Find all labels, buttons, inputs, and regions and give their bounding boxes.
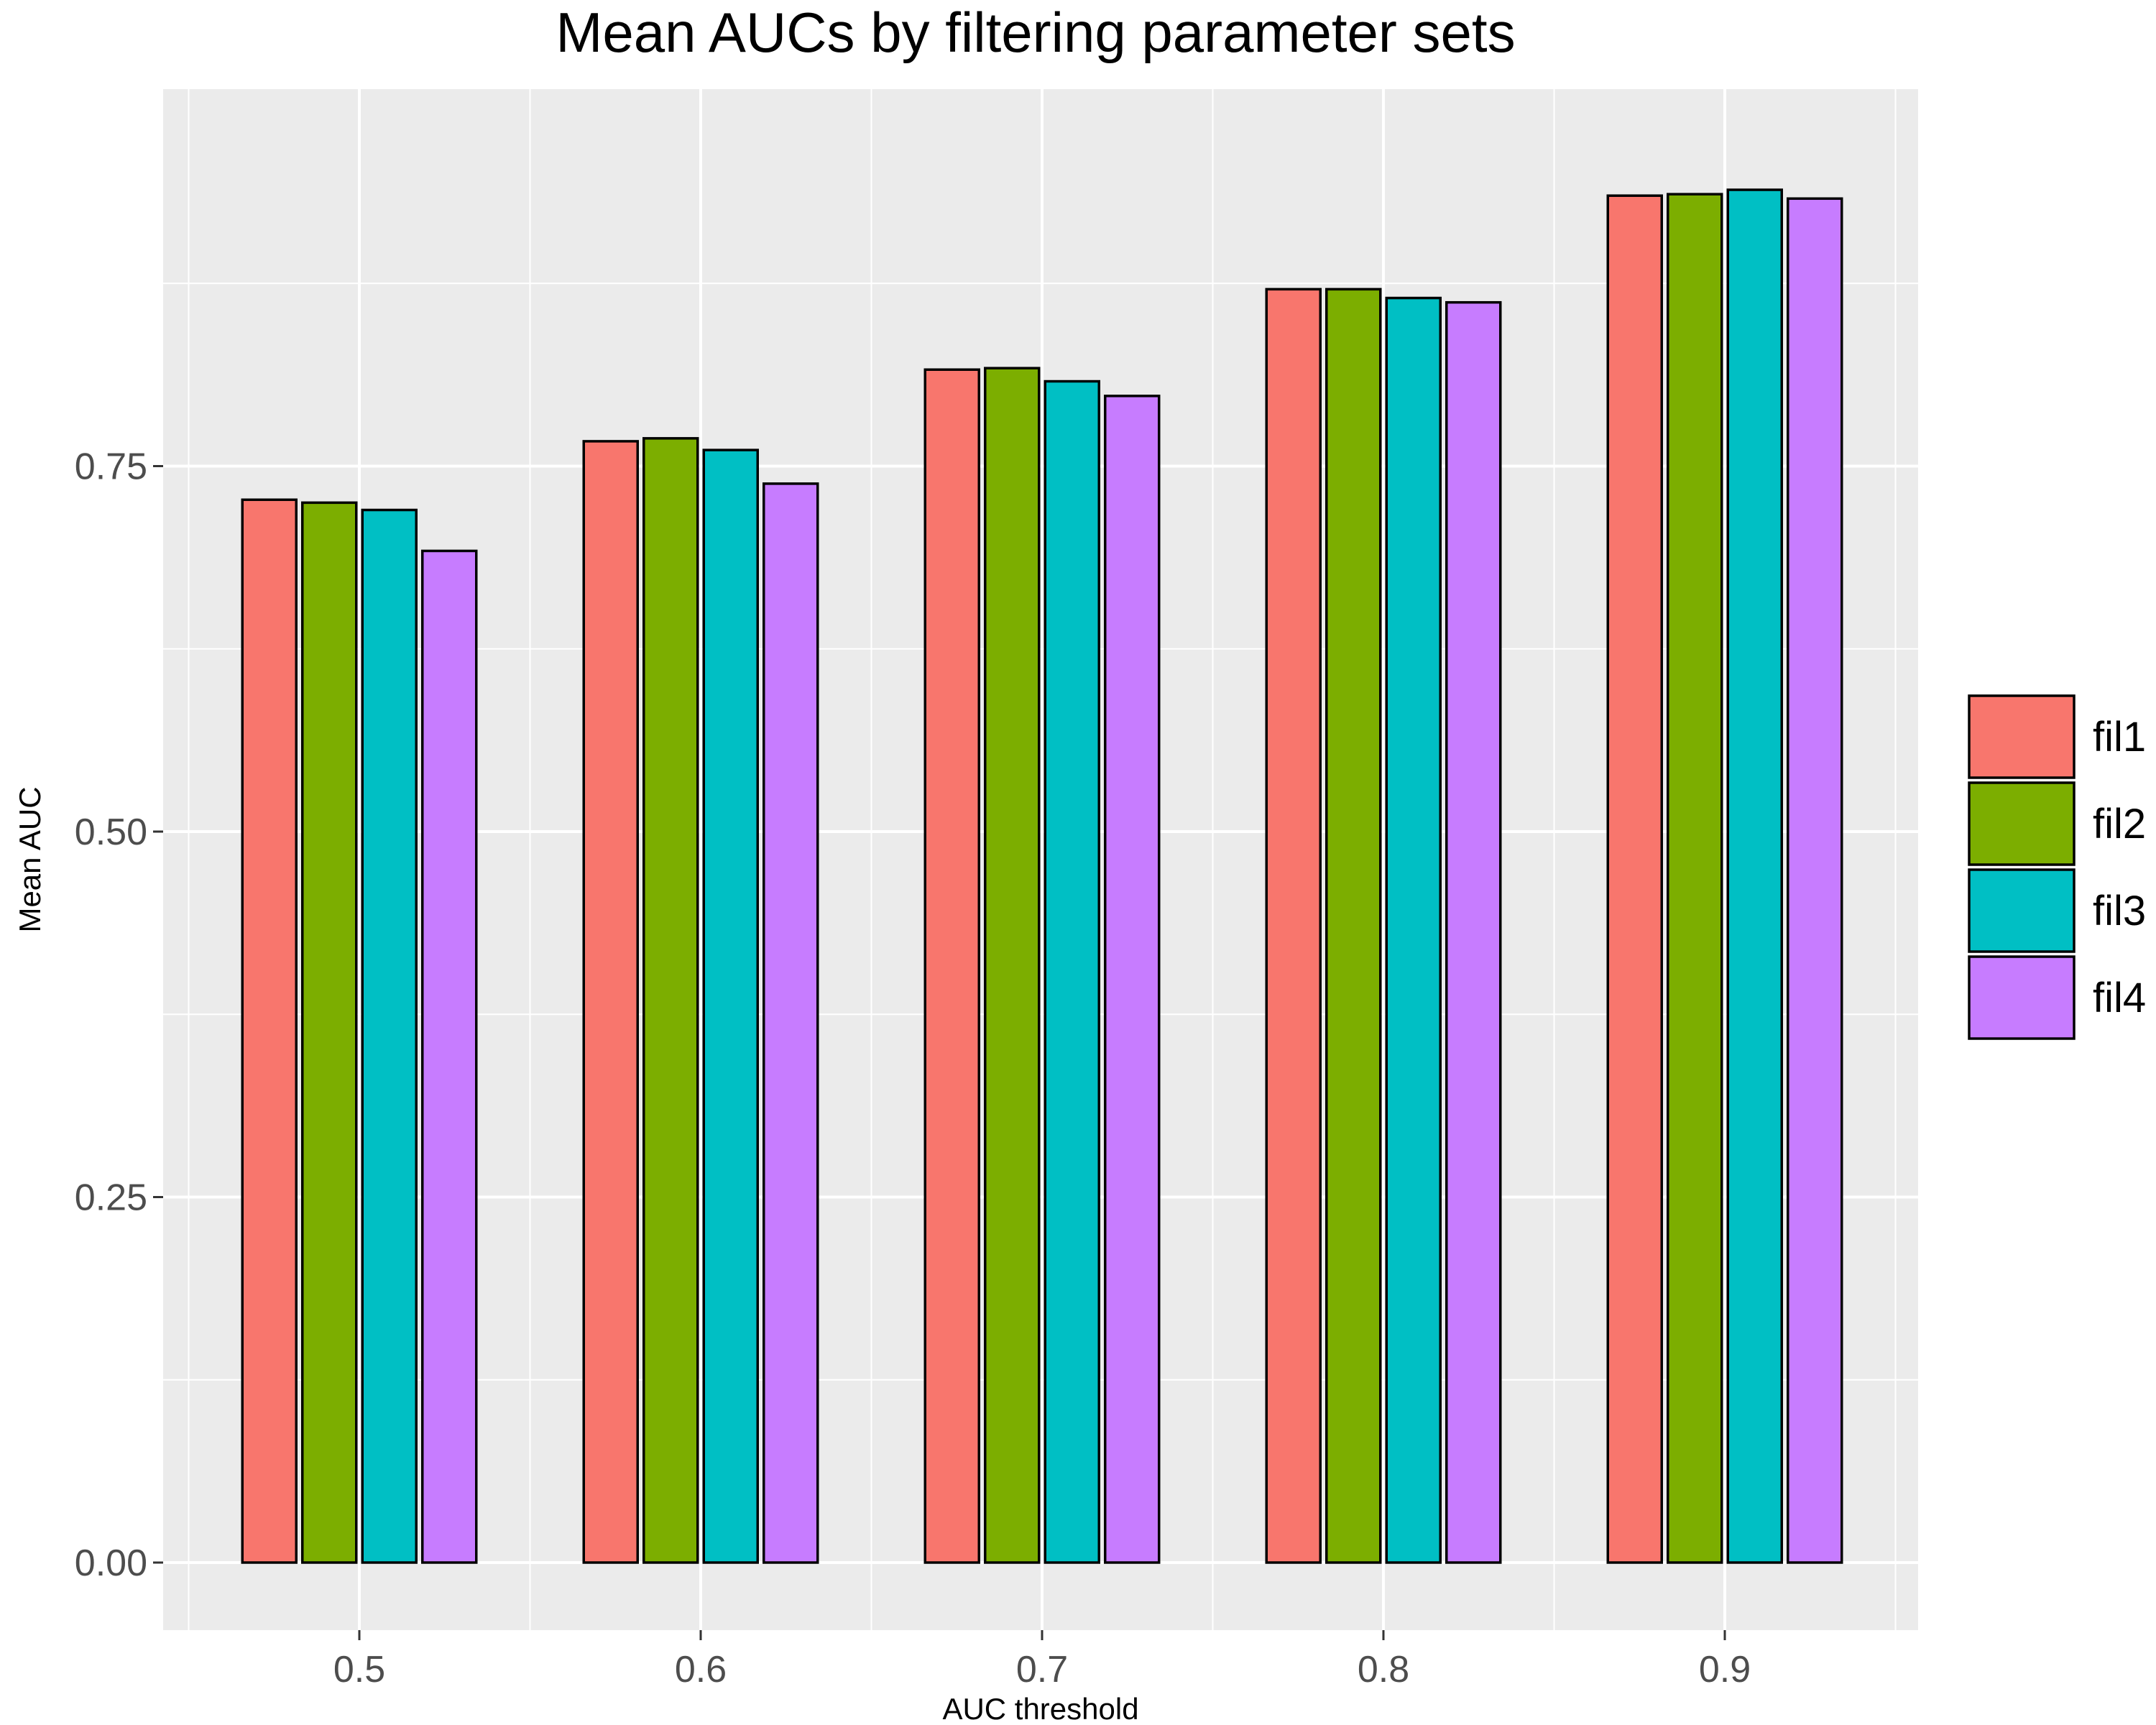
x-tick-label: 0.8 [1358,1649,1409,1690]
y-tick-label: 0.50 [75,811,147,853]
legend-label-fil2: fil2 [2093,801,2146,847]
legend-label-fil3: fil3 [2093,888,2146,934]
bar-fil3-0.5 [361,508,418,1564]
legend-key-fil3 [1968,868,2076,953]
legend: fil1 fil2 fil3 fil4 [1968,694,2146,1040]
x-tick-label: 0.7 [1016,1649,1068,1690]
legend-key-fil2 [1968,781,2076,866]
legend-item-fil3: fil3 [1968,868,2146,953]
bar-fil4-0.8 [1445,300,1502,1564]
y-tick-label: 0.75 [75,446,147,488]
bar-fil2-0.8 [1325,288,1382,1564]
legend-item-fil2: fil2 [1968,781,2146,866]
bar-fil1-0.8 [1265,288,1322,1564]
y-tick-label: 0.00 [75,1542,147,1584]
bar-fil2-0.5 [301,501,358,1564]
y-tick-label: 0.25 [75,1177,147,1219]
legend-key-fil1 [1968,694,2076,779]
bar-fil4-0.7 [1104,395,1161,1564]
x-axis: 0.5 0.6 0.7 0.8 0.9 [333,1630,1751,1690]
x-tick-label: 0.9 [1699,1649,1751,1690]
x-tick-label: 0.5 [333,1649,385,1690]
y-axis-title: Mean AUC [13,786,47,932]
legend-label-fil4: fil4 [2093,975,2146,1021]
x-tick-label: 0.6 [675,1649,727,1690]
legend-item-fil4: fil4 [1968,955,2146,1040]
bars [241,188,1843,1564]
chart-title: Mean AUCs by filtering parameter sets [556,1,1515,64]
bar-fil1-0.9 [1606,194,1663,1564]
bar-fil2-0.6 [642,437,699,1564]
bar-fil3-0.9 [1726,188,1783,1564]
bar-fil4-0.9 [1787,197,1843,1564]
bar-fil4-0.5 [421,549,478,1564]
bar-fil1-0.7 [923,368,980,1564]
bar-fil3-0.6 [702,448,759,1564]
bar-fil1-0.6 [582,440,639,1564]
y-axis: 0.00 0.25 0.50 0.75 [75,446,163,1584]
legend-item-fil1: fil1 [1968,694,2146,779]
bar-fil1-0.5 [241,498,298,1564]
bar-fil4-0.6 [763,482,819,1564]
bar-fil3-0.7 [1044,380,1100,1564]
bar-fil3-0.8 [1385,296,1442,1564]
bar-fil2-0.9 [1667,193,1723,1564]
legend-key-fil4 [1968,955,2076,1040]
x-axis-title: AUC threshold [942,1692,1138,1725]
legend-label-fil1: fil1 [2093,714,2146,760]
bar-fil2-0.7 [984,367,1041,1564]
